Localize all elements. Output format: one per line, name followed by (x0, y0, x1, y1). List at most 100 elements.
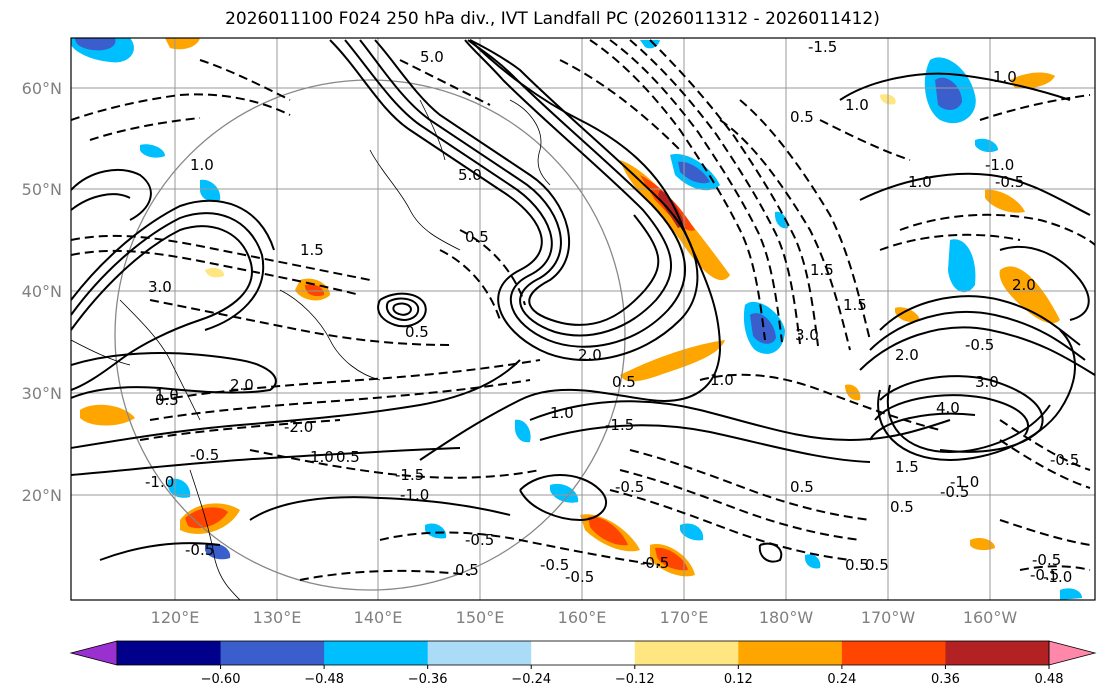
colorbar-segment (841, 641, 946, 665)
lat-label: 20°N (22, 486, 62, 505)
shade-negative (205, 543, 231, 560)
latitude-axis: 60°N 50°N 40°N 30°N 20°N (22, 79, 62, 505)
lon-label: 120°E (151, 608, 200, 627)
colorbar-segment (738, 641, 843, 665)
contour-label: -0.5 (1050, 451, 1079, 469)
lat-label: 60°N (22, 79, 62, 98)
contour-label: -1.0 (400, 486, 429, 504)
colorbar-segment (634, 641, 739, 665)
contour-label: -0.5 (995, 173, 1024, 191)
lon-label: 180°W (759, 608, 814, 627)
shade-negative (168, 478, 191, 498)
contour-label: 2.0 (895, 346, 919, 364)
colorbar-extend-high (1048, 640, 1097, 666)
colorbar-tick-label: −0.12 (615, 672, 655, 687)
contour-label: -0.5 (540, 556, 569, 574)
contour-label: 1.0 (845, 96, 869, 114)
contour-label: 1.5 (810, 261, 834, 279)
shade-negative (975, 138, 998, 153)
colorbar-segment (427, 641, 532, 665)
shade-positive (845, 384, 861, 401)
contour-label: -1.0 (1043, 568, 1072, 586)
colorbar-tick-label: −0.36 (408, 672, 448, 687)
contour-label: -1.0 (985, 156, 1014, 174)
colorbar-segment (945, 641, 1050, 665)
contour-label: -0.5 (940, 483, 969, 501)
colorbar-segment (531, 641, 636, 665)
contour-label-group: 5.0 3.0 2.0 1.5 1.0 0.5 -0.5 -1.0 -1.5 -… (145, 38, 1079, 586)
contour-label: 0.5 (790, 108, 814, 126)
contour-label: 1.0 (710, 371, 734, 389)
colorbar: −0.60 −0.48 −0.36 −0.24 −0.12 0.12 0.24 0.36 0.4… (69, 640, 1097, 687)
colorbar-tick-label: 0.36 (931, 672, 960, 687)
contour-label: -1.5 (395, 466, 424, 484)
contour-label: -1.5 (605, 416, 634, 434)
shade-negative (1060, 588, 1082, 600)
negative-contours (71, 39, 1095, 581)
shade-positive (985, 189, 1025, 213)
contour-label: 3.0 (795, 326, 819, 344)
contour-label: 2.0 (1012, 276, 1036, 294)
contour-label: -0.5 (1030, 566, 1059, 584)
positive-contours (71, 39, 1095, 563)
contour-label: 1.0 (310, 448, 334, 466)
lon-label: 170°W (861, 608, 916, 627)
contour-label: 2.0 (230, 376, 254, 394)
landfall-circle (114, 79, 626, 591)
colorbar-segment (117, 641, 222, 665)
contour-label: 0.5 (405, 323, 429, 341)
lon-label: 150°E (456, 608, 505, 627)
shade-negative (200, 179, 221, 202)
contour-label: -0.5 (465, 531, 494, 549)
contour-label: 1.0 (550, 404, 574, 422)
contour-label: 5.0 (458, 166, 482, 184)
colorbar-tick-label: 0.48 (1035, 672, 1064, 687)
shade-positive (895, 307, 920, 323)
contour-label: -0.5 (1032, 551, 1061, 569)
colorbar-extend-low (69, 640, 118, 666)
divergence-shading (71, 38, 1082, 600)
shade-negative (935, 77, 962, 110)
contour-label: 3.0 (975, 373, 999, 391)
contour-label: 5.0 (420, 48, 444, 66)
contour-label: 0.5 (845, 556, 869, 574)
contour-label: 3.0 (148, 278, 172, 296)
contour-label: 0.5 (890, 498, 914, 516)
contour-label: 1.0 (993, 68, 1017, 86)
lon-label: 130°E (253, 608, 302, 627)
lat-label: 40°N (22, 282, 62, 301)
contour-label: -0.5 (965, 336, 994, 354)
contour-label: -0.5 (615, 478, 644, 496)
coastlines (71, 99, 551, 600)
contour-label: -2.0 (284, 418, 313, 436)
contour-label: 1.0 (190, 156, 214, 174)
shade-negative (680, 523, 704, 541)
colorbar-tick-label: 0.24 (827, 672, 856, 687)
colorbar-tick-label: −0.24 (511, 672, 551, 687)
contour-label: -1.0 (145, 473, 174, 491)
contour-label: 0.5 (865, 556, 889, 574)
shade-negative (140, 144, 165, 158)
shade-positive (588, 516, 628, 546)
shade-positive (1010, 72, 1055, 89)
contour-label: 0.5 (455, 561, 479, 579)
shade-negative (805, 554, 821, 569)
contour-label: -0.5 (640, 554, 669, 572)
contour-label: 0.5 (790, 478, 814, 496)
shade-negative (750, 313, 776, 344)
contour-label: 1.5 (895, 458, 919, 476)
shade-positive (970, 537, 995, 551)
contour-label: 4.0 (936, 399, 960, 417)
lon-label: 170°E (660, 608, 709, 627)
contour-label: 1.5 (300, 241, 324, 259)
lon-label: 160°W (963, 608, 1018, 627)
shade-negative (75, 38, 116, 51)
shade-positive (620, 340, 725, 382)
shade-negative (425, 523, 447, 539)
contour-label: 1.0 (908, 173, 932, 191)
contour-label: 1.5 (843, 296, 867, 314)
contour-label: 0.5 (155, 391, 179, 409)
contour-label: -0.5 (190, 446, 219, 464)
shade-positive (999, 266, 1060, 324)
contour-label: -1.5 (808, 38, 837, 56)
